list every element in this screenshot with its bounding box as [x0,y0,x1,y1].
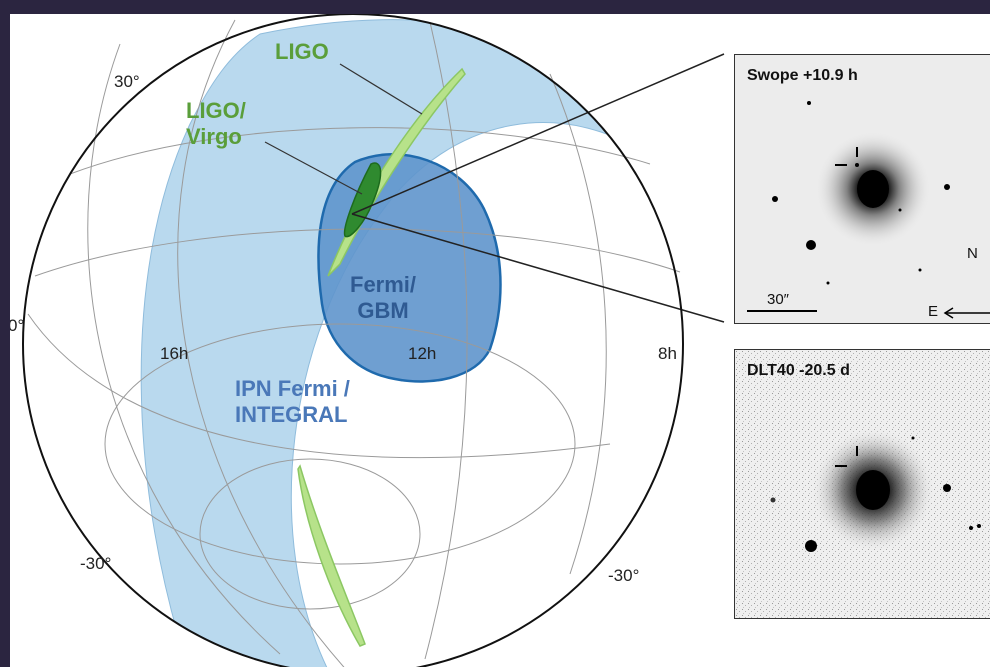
ligo-virgo-label: LIGO/ Virgo [186,98,246,150]
ra-label-8h: 8h [658,344,677,363]
ra-line [177,19,345,667]
dec-label-south-left: -30° [80,554,112,573]
east-label: E [928,303,939,320]
star [826,281,830,285]
dec-label-equator: 0° [10,316,25,335]
star [969,526,973,530]
dec-line [69,127,651,175]
star [770,497,776,503]
star [805,540,817,552]
ra-line [549,73,607,575]
ligo-virgo-leader-line [264,141,363,195]
swope-image [747,101,990,319]
transient-source [855,163,859,167]
star [806,240,816,250]
sky-globe-outline [22,14,684,667]
ligo-label: LIGO [275,39,329,64]
star [911,436,915,440]
dec-line [34,228,681,277]
star [772,196,778,202]
dlt40-panel: DLT40 -20.5 d [734,349,990,619]
ipn-label: IPN Fermi / INTEGRAL [235,376,350,428]
ligo-virgo-region [343,162,382,238]
north-label: N [967,245,978,262]
swope-panel: Swope +10.9 h 30″ N E [734,54,990,324]
ipn-label-line1: IPN Fermi / [235,376,350,401]
dec-line [27,313,611,459]
figure: 30° 0° -30° -30° 16h 12h 8h LIGO LIGO/ V… [10,14,990,667]
star [943,484,951,492]
star [977,524,981,528]
swope-panel-title: Swope +10.9 h [747,67,858,84]
fermi-gbm-label-line2: GBM [357,298,409,323]
ligo-region-north [327,67,466,277]
ipn-label-line2: INTEGRAL [235,402,348,427]
galaxy-core [856,470,890,510]
star [944,184,950,190]
dlt40-panel-title: DLT40 -20.5 d [747,362,850,379]
scale-label: 30″ [767,291,789,308]
dec-ellipse [104,323,576,565]
east-arrowhead [943,307,954,319]
star [918,268,922,272]
ligo-region-south [297,464,366,647]
fermi-gbm-label: Fermi/ GBM [350,272,416,324]
star [898,208,902,212]
ra-label-16h: 16h [160,344,189,363]
dec-label-south-right: -30° [608,566,640,585]
galaxy-core [857,170,889,208]
fermi-gbm-label-line1: Fermi/ [350,272,417,297]
dec-ellipse [199,458,421,610]
zoom-line-bottom [351,213,725,323]
ra-line [87,43,281,655]
star [807,101,811,105]
ligo-leader-line [339,63,423,115]
sky-map [22,14,725,667]
ra-label-12h: 12h [408,344,437,363]
dec-label-north: 30° [114,72,140,91]
ligo-virgo-label-line2: Virgo [186,124,242,149]
dlt40-image [735,350,990,618]
zoom-line-top [351,53,725,215]
ligo-virgo-label-line1: LIGO/ [186,98,246,123]
